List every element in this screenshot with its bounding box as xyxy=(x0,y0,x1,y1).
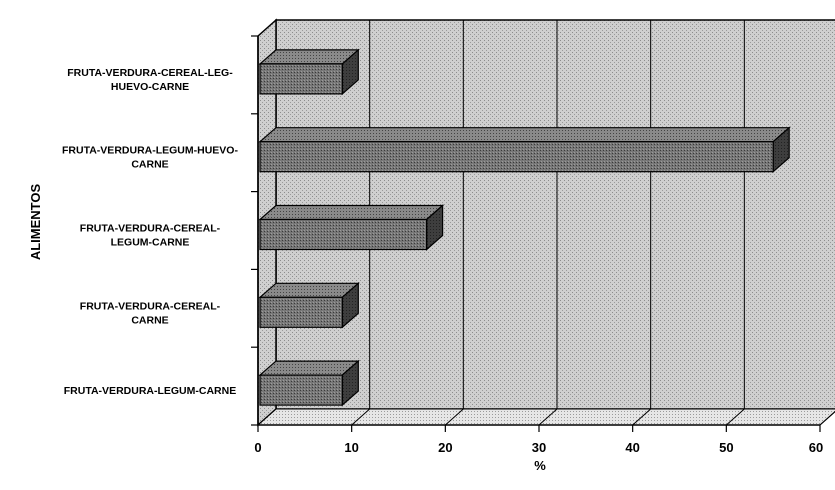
floor-gridline xyxy=(445,408,464,426)
floor-gridline xyxy=(538,408,558,426)
x-axis-title: % xyxy=(534,458,546,473)
x-tick-label: 60 xyxy=(809,440,823,455)
category-label: FRUTA-VERDURA-CEREAL-CARNE xyxy=(80,300,221,326)
bar-front-face xyxy=(259,374,343,406)
category-label: FRUTA-VERDURA-LEGUM-CARNE xyxy=(64,385,236,397)
bar-top-face xyxy=(258,282,360,298)
category-label: FRUTA-VERDURA-CEREAL-LEG-HUEVO-CARNE xyxy=(67,67,233,93)
x-tick-label: 40 xyxy=(625,440,639,455)
category-label: FRUTA-VERDURA-LEGUM-HUEVO-CARNE xyxy=(62,145,238,171)
bar xyxy=(258,126,791,174)
x-tick-label: 20 xyxy=(438,440,452,455)
floor-gridline xyxy=(632,408,651,426)
plot-walls xyxy=(256,18,835,427)
floor-gridline xyxy=(726,408,745,426)
category-label: FRUTA-VERDURA-CEREAL-LEGUM-CARNE xyxy=(80,223,221,249)
bar xyxy=(258,204,445,251)
floor-gridline xyxy=(257,408,277,426)
bar-top-face xyxy=(258,204,445,221)
bar-top-face xyxy=(258,49,360,65)
x-tick-label: 50 xyxy=(719,440,733,455)
category-labels: FRUTA-VERDURA-CEREAL-LEG-HUEVO-CARNE FRUT… xyxy=(62,67,238,397)
x-tick-label: 10 xyxy=(344,440,358,455)
bar-front-face xyxy=(259,141,774,173)
bar xyxy=(258,359,360,407)
x-tick-label: 0 xyxy=(254,440,261,455)
bar-top-face xyxy=(258,360,360,376)
bar-front-face xyxy=(259,218,428,251)
floor xyxy=(256,408,835,426)
bar xyxy=(258,48,360,96)
bar-front-face xyxy=(259,63,343,95)
bar-top-face xyxy=(258,127,791,143)
x-tick-label: 30 xyxy=(532,440,546,455)
bar-front-face xyxy=(259,296,343,328)
x-tick-labels: 0 10 20 30 40 50 60 xyxy=(254,440,823,455)
bars xyxy=(258,48,791,407)
axes xyxy=(251,35,821,432)
floor-gridline xyxy=(351,408,370,426)
floor-gridline xyxy=(819,410,835,426)
bar xyxy=(258,281,360,329)
y-axis-title: ALIMENTOS xyxy=(28,184,43,261)
